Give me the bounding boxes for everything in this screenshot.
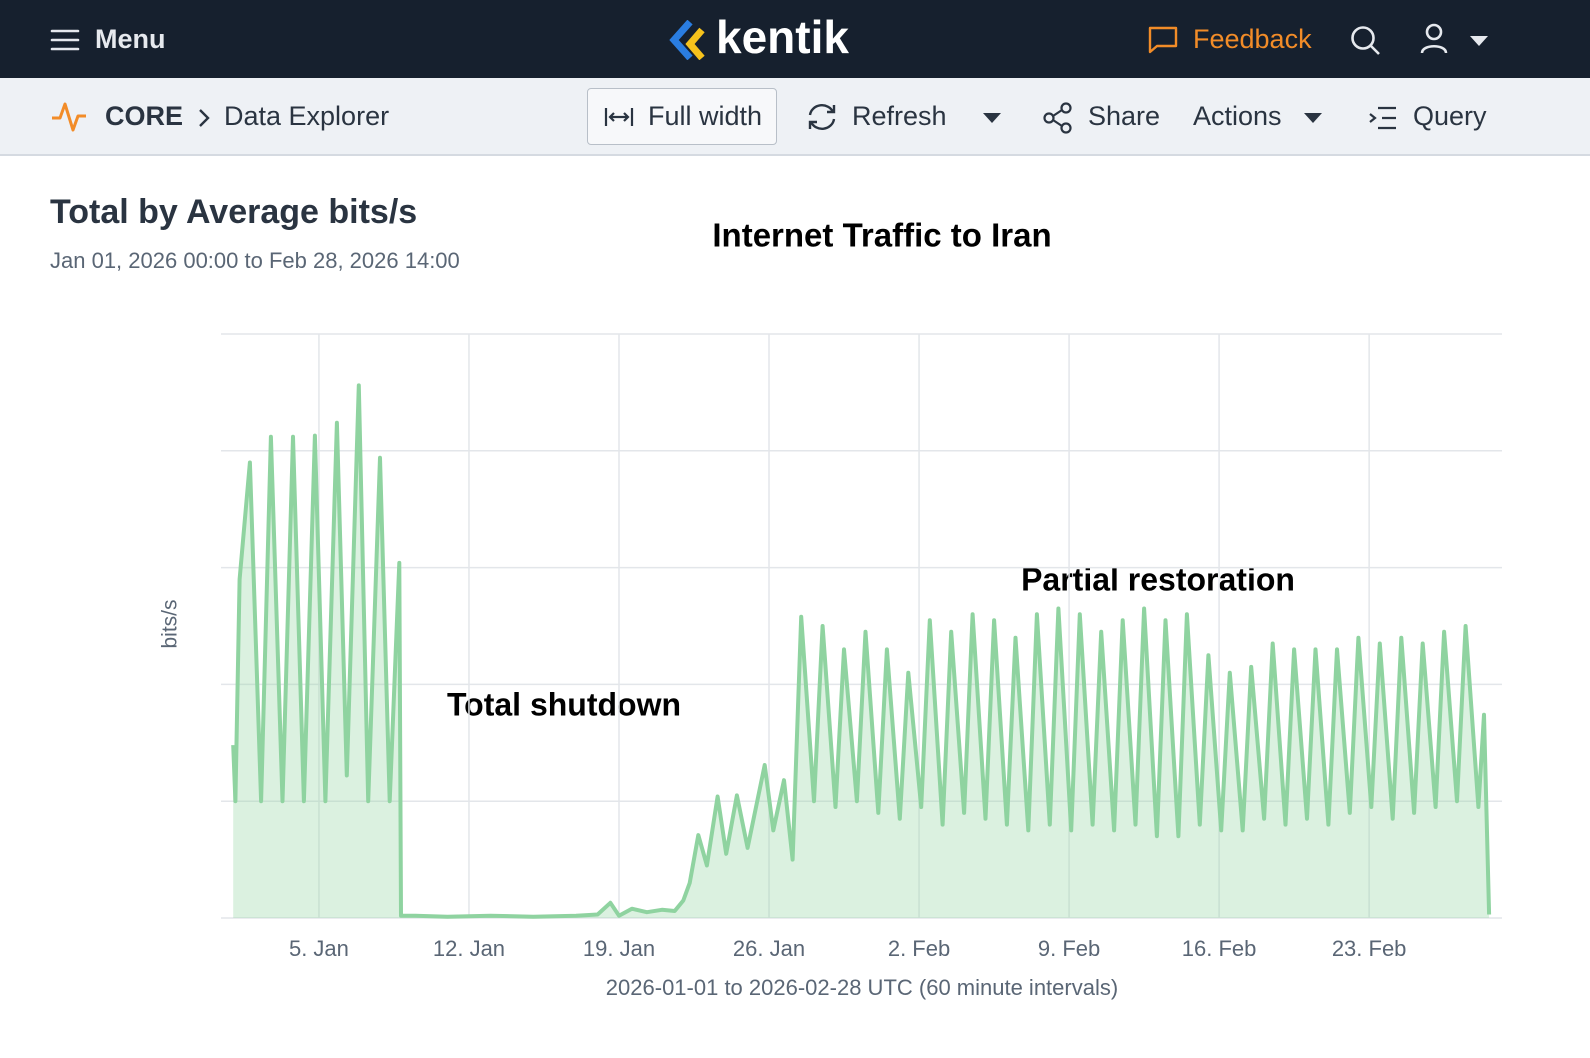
y-axis-label: bits/s (159, 599, 182, 648)
x-tick-label: 23. Feb (1332, 936, 1407, 961)
refresh-dropdown[interactable] (982, 112, 1002, 124)
share-icon[interactable] (1042, 102, 1074, 134)
full-width-icon (604, 108, 634, 126)
x-tick-label: 2. Feb (888, 936, 950, 961)
chart-title: Internet Traffic to Iran (712, 217, 1051, 254)
top-bar: Menu kentik Feedback (0, 0, 1590, 78)
area-fill (233, 385, 1490, 918)
feedback[interactable]: Feedback (1193, 24, 1312, 54)
full-width[interactable]: Full width (648, 101, 763, 131)
share[interactable]: Share (1088, 101, 1161, 131)
x-axis-label: 2026-01-01 to 2026-02-28 UTC (60 minute … (606, 975, 1118, 1000)
toolbar: CORE Data Explorer (0, 78, 1590, 156)
query[interactable]: Query (1413, 101, 1487, 131)
x-tick-label: 26. Jan (733, 936, 805, 961)
x-tick-label: 16. Feb (1182, 936, 1257, 961)
actions[interactable]: Actions (1193, 101, 1282, 131)
x-tick-label: 19. Jan (583, 936, 655, 961)
core-icon (52, 102, 86, 132)
x-tick-label: 9. Feb (1038, 936, 1100, 961)
refresh-icon[interactable] (805, 102, 839, 132)
breadcrumb-section[interactable]: CORE (105, 101, 184, 131)
x-tick-label: 5. Jan (289, 936, 349, 961)
breadcrumb-separator (199, 109, 210, 127)
panel-title: Total by Average bits/s (50, 193, 418, 231)
x-tick-label: 12. Jan (433, 936, 505, 961)
menu-icon[interactable] (50, 28, 80, 52)
annotation: Total shutdown (447, 686, 681, 722)
menu[interactable]: Menu (95, 24, 166, 54)
logo-icon (669, 20, 705, 60)
full-width-button[interactable] (587, 88, 777, 145)
logo: kentik (716, 11, 849, 63)
actions-dropdown[interactable] (1303, 112, 1323, 124)
user-menu[interactable] (1418, 22, 1494, 56)
breadcrumb-page: Data Explorer (224, 101, 390, 131)
query-icon[interactable] (1368, 105, 1398, 131)
search-icon[interactable] (1349, 24, 1381, 56)
feedback-icon[interactable] (1147, 25, 1179, 55)
series-line (231, 383, 1492, 919)
panel-subtitle: Jan 01, 2026 00:00 to Feb 28, 2026 14:00 (50, 248, 460, 273)
refresh[interactable]: Refresh (852, 101, 947, 131)
